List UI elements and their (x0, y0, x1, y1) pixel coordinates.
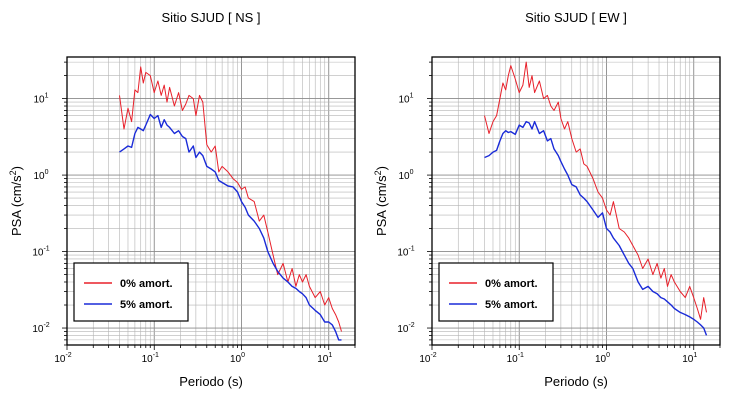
legend: 0% amort. 5% amort. (438, 262, 554, 322)
y-tick-label: 10-1 (397, 246, 414, 259)
x-tick-label: 100 (595, 352, 610, 365)
legend-label: 5% amort. (120, 299, 173, 311)
y-tick-label: 10-2 (397, 322, 414, 335)
x-tick-label: 10-1 (507, 352, 524, 365)
y-axis-label: PSA (cm/s2) (373, 166, 389, 236)
series-line-blue (484, 120, 708, 336)
y-tick-label: 100 (398, 169, 413, 182)
plot-frame (431, 56, 721, 346)
y-tick-label: 10-2 (32, 322, 49, 335)
series-line-blue (119, 113, 342, 341)
y-tick-label: 101 (398, 93, 413, 106)
chart-title: Sitio SJUD [ EW ] (525, 10, 627, 25)
x-tick-label: 10-2 (419, 352, 436, 365)
chart-title: Sitio SJUD [ NS ] (162, 10, 261, 25)
legend-box (73, 262, 189, 322)
x-axis-label: Periodo (s) (179, 374, 243, 389)
x-tick-label: 10-1 (142, 352, 159, 365)
legend-label: 0% amort. (120, 278, 173, 290)
legend-label: 0% amort. (485, 278, 538, 290)
y-tick-label: 100 (33, 169, 48, 182)
series-line-red (484, 61, 707, 320)
plot-frame (66, 56, 356, 346)
x-tick-label: 101 (682, 352, 697, 365)
legend-label: 5% amort. (485, 299, 538, 311)
series-line-red (119, 66, 342, 332)
x-tick-label: 100 (230, 352, 245, 365)
y-axis-label: PSA (cm/s2) (8, 166, 24, 236)
x-axis-label: Periodo (s) (544, 374, 608, 389)
y-tick-label: 10-1 (32, 246, 49, 259)
legend-box (438, 262, 554, 322)
x-tick-label: 10-2 (54, 352, 71, 365)
chart-panel-2: 10-2 10-1 100 101 10-2 10-1 100 101 Sitio SJUD [… (373, 10, 721, 389)
x-tick-label: 101 (317, 352, 332, 365)
legend: 0% amort. 5% amort. (73, 262, 189, 322)
chart-panel-1: 10-2 10-1 100 101 10-2 10-1 100 101 Sitio SJUD [… (8, 10, 356, 389)
grid (66, 57, 356, 346)
y-tick-label: 101 (33, 93, 48, 106)
